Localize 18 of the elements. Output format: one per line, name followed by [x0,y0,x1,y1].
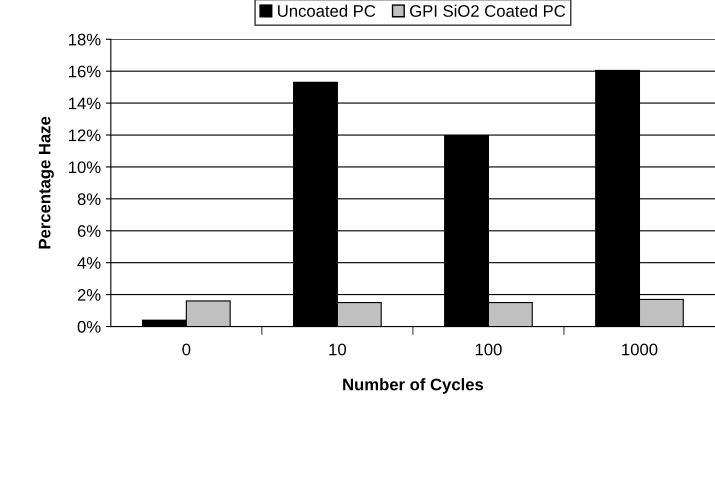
x-tick-label: 0 [182,344,190,356]
y-tick-label: 14% [69,98,101,110]
x-tick-label: 100 [476,344,502,356]
x-tick-label: 1000 [622,344,658,356]
x-tick-label: 10 [329,344,346,356]
legend-label: GPI SiO2 Coated PC [410,4,566,17]
y-tick-label: 16% [69,66,101,78]
y-tick-label: 2% [78,289,101,301]
y-tick-label: 0% [78,320,101,333]
y-tick-label: 18% [69,34,101,46]
y-axis-title: Percentage Haze [38,116,54,248]
y-tick-label: 10% [69,161,101,174]
y-tick-label: 4% [77,257,101,269]
y-tick-label: 8% [78,193,101,206]
legend-label: Uncoated PC [278,4,376,17]
y-tick-label: 6% [78,225,101,237]
y-tick-label: 12% [69,129,101,142]
x-axis-title: Number of Cycles [343,378,484,394]
